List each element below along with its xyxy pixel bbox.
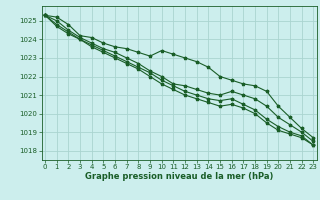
X-axis label: Graphe pression niveau de la mer (hPa): Graphe pression niveau de la mer (hPa) — [85, 172, 273, 181]
